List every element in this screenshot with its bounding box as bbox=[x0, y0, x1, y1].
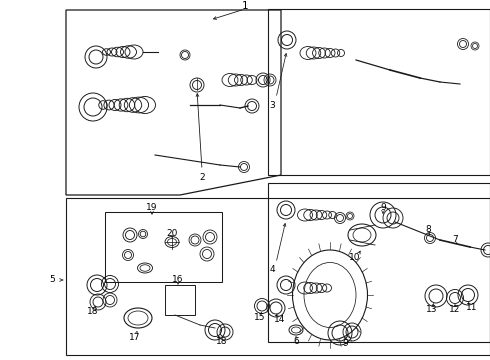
Bar bbox=[105, 212, 222, 282]
Text: 2: 2 bbox=[199, 174, 205, 183]
Text: 14: 14 bbox=[274, 315, 286, 324]
Bar bbox=[66, 198, 490, 355]
Text: 1: 1 bbox=[242, 1, 248, 11]
Text: 4: 4 bbox=[269, 266, 275, 274]
Bar bbox=[165, 285, 195, 315]
Text: 18: 18 bbox=[216, 338, 228, 346]
Text: 7: 7 bbox=[452, 235, 458, 244]
Text: 12: 12 bbox=[449, 306, 461, 315]
Text: 15: 15 bbox=[254, 314, 266, 323]
Text: 3: 3 bbox=[269, 100, 275, 109]
Text: 6: 6 bbox=[293, 338, 299, 346]
Text: 9: 9 bbox=[380, 202, 386, 211]
Text: 8: 8 bbox=[425, 225, 431, 234]
Text: 11: 11 bbox=[466, 303, 478, 312]
Text: 18: 18 bbox=[87, 307, 99, 316]
Text: 20: 20 bbox=[166, 230, 178, 238]
Bar bbox=[268, 183, 490, 342]
Text: 16: 16 bbox=[172, 275, 184, 284]
Text: 5: 5 bbox=[49, 275, 55, 284]
Text: 9: 9 bbox=[342, 338, 348, 347]
Text: 19: 19 bbox=[146, 202, 158, 211]
Text: 13: 13 bbox=[426, 306, 438, 315]
Bar bbox=[268, 9, 490, 175]
Text: 17: 17 bbox=[129, 333, 141, 342]
Text: 10: 10 bbox=[349, 253, 361, 262]
